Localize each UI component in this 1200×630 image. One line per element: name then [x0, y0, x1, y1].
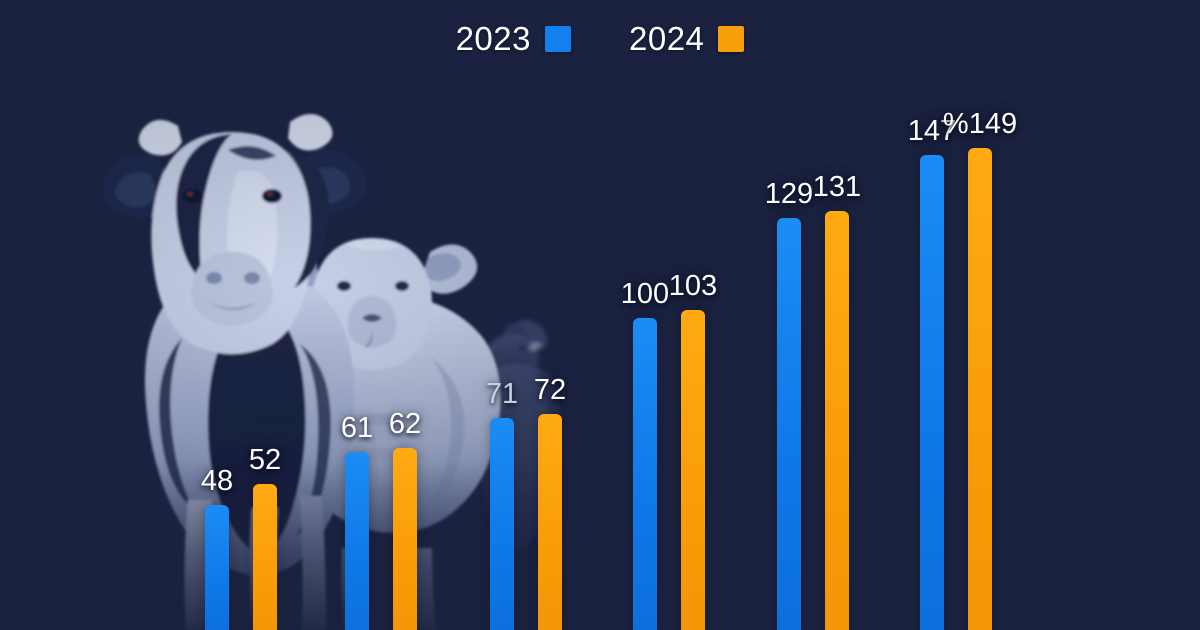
chart-legend: 2023 2024 [0, 22, 1200, 55]
bar-2024-1[interactable] [253, 484, 277, 630]
bar-2024-6[interactable] [968, 148, 992, 630]
bar-2024-3[interactable] [538, 414, 562, 630]
bar-2024-2[interactable] [393, 448, 417, 630]
bar-2023-1[interactable] [205, 505, 229, 630]
legend-item-2024[interactable]: 2024 [629, 20, 745, 57]
square-swatch-icon-2023 [545, 25, 571, 52]
bar-2023-3-value-label: 71 [485, 378, 519, 410]
bar-2023-4[interactable] [633, 318, 657, 630]
bar-2023-5[interactable] [777, 218, 801, 630]
bar-2024-3-value-label: 72 [533, 374, 567, 406]
bar-2023-5-value-label: 129 [764, 178, 814, 210]
square-swatch-icon-2024 [718, 25, 745, 52]
bar-2024-5[interactable] [825, 211, 849, 630]
bar-2023-2[interactable] [345, 452, 369, 630]
bar-2023-3[interactable] [490, 418, 514, 630]
bar-2023-2-value-label: 61 [340, 412, 374, 444]
legend-label-2023: 2023 [455, 20, 531, 57]
bar-2024-4[interactable] [681, 310, 705, 630]
bar-2024-6-value-label: %149 [942, 108, 1018, 140]
bar-2023-6[interactable] [920, 155, 944, 630]
legend-item-2023[interactable]: 2023 [456, 22, 571, 55]
bar-2024-4-value-label: 103 [668, 270, 718, 302]
bar-2023-4-value-label: 100 [620, 278, 670, 310]
legend-label-2024: 2024 [629, 20, 705, 57]
bar-2024-5-value-label: 131 [812, 171, 862, 203]
bar-2024-1-value-label: 52 [248, 444, 282, 476]
bar-2024-2-value-label: 62 [388, 408, 422, 440]
bar-2023-1-value-label: 48 [200, 465, 234, 497]
